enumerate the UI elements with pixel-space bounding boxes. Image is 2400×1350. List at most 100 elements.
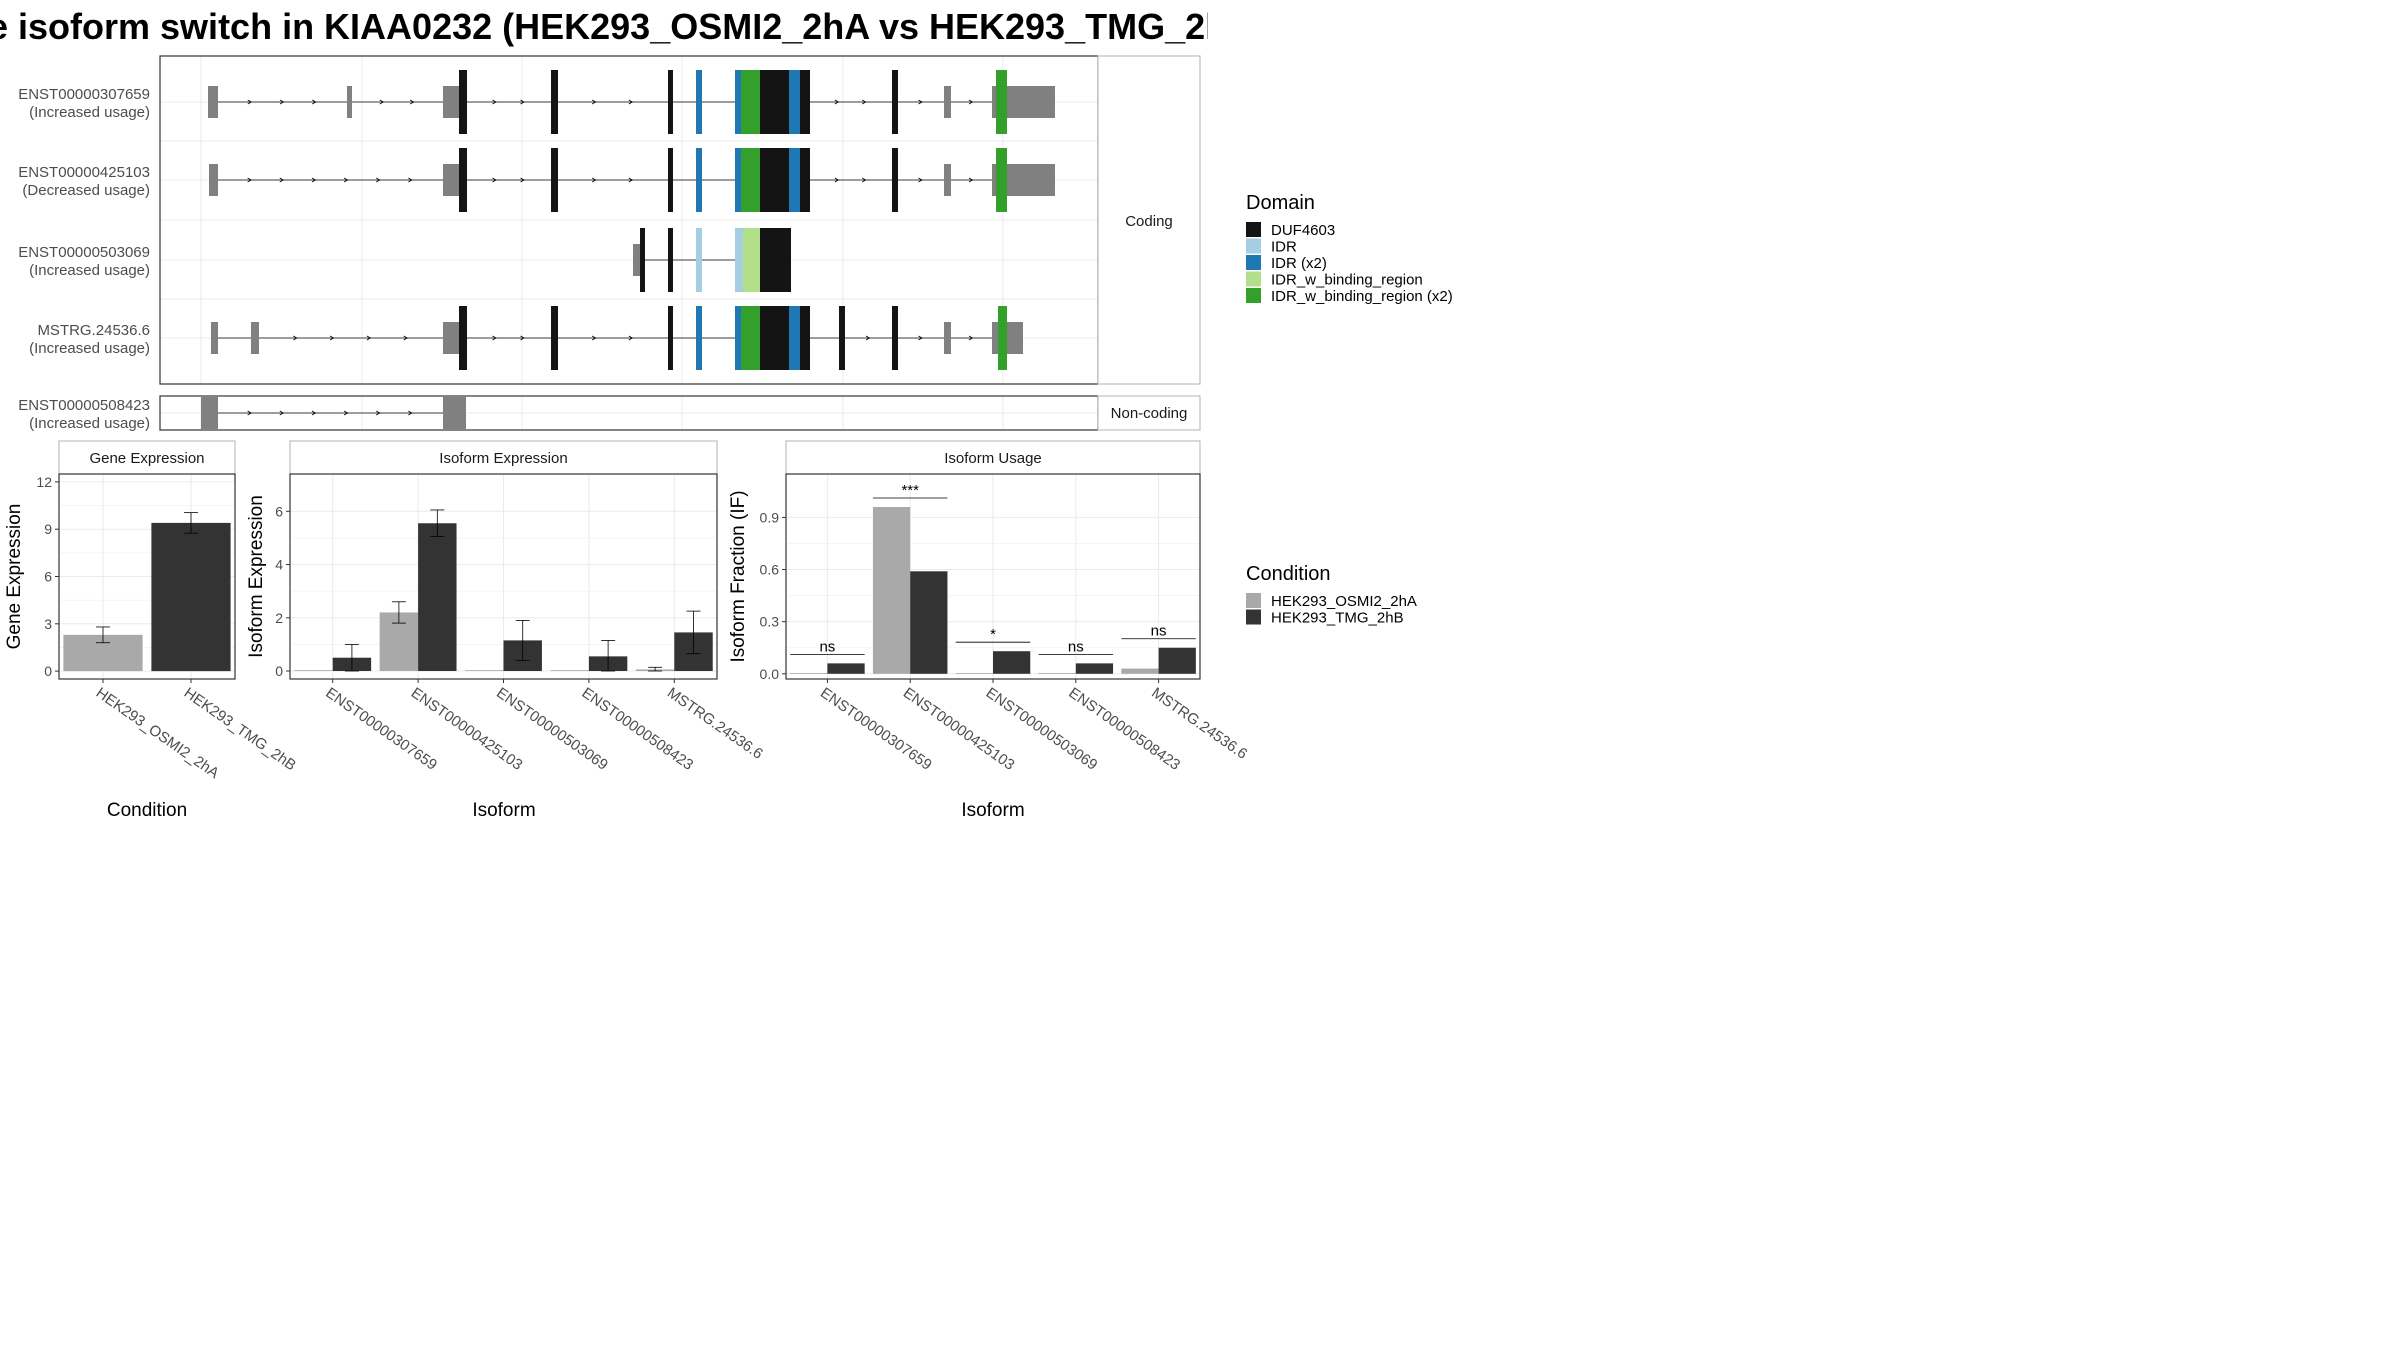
intron-arrow <box>279 410 285 416</box>
bar <box>1075 663 1114 674</box>
intron-arrow <box>834 99 840 105</box>
utr-exon <box>443 164 453 196</box>
intron-arrow <box>492 335 497 341</box>
intron-arrow <box>918 335 923 341</box>
domain-exon <box>743 228 760 292</box>
intron-arrow <box>968 177 974 183</box>
domain-exon <box>668 228 673 292</box>
intron-arrow <box>591 99 597 105</box>
significance-label: ns <box>819 638 835 655</box>
intron-arrow <box>918 177 923 183</box>
domain-exon <box>668 148 673 212</box>
domain-legend-label: IDR_w_binding_region (x2) <box>1271 288 1453 305</box>
y-tick-label: 0.9 <box>760 509 780 525</box>
utr-exon <box>944 322 951 354</box>
domain-exon <box>551 148 558 212</box>
intron-arrow <box>376 410 381 416</box>
domain-legend-key <box>1246 288 1261 303</box>
y-tick-label: 4 <box>275 557 283 573</box>
utr-exon <box>453 164 459 196</box>
intron-arrow <box>311 410 317 416</box>
intron-arrow <box>343 177 349 183</box>
intron-arrow <box>403 335 409 341</box>
y-tick-label: 0.3 <box>760 614 780 630</box>
y-tick-label: 0.0 <box>760 666 780 682</box>
domain-legend-key <box>1246 238 1261 254</box>
condition-legend-label: HEK293_TMG_2hB <box>1271 610 1404 627</box>
intron-arrow <box>968 335 974 341</box>
transcript-name: ENST00000425103 <box>18 164 150 181</box>
intron-arrow <box>247 410 252 416</box>
domain-legend-key <box>1246 255 1261 270</box>
bar <box>790 672 828 674</box>
transcript-usage: (Decreased usage) <box>22 182 150 199</box>
intron-arrow <box>247 177 252 183</box>
domain-exon <box>789 70 800 134</box>
domain-exon <box>735 228 743 292</box>
intron-arrow <box>279 177 285 183</box>
transcript-usage: (Increased usage) <box>29 104 150 121</box>
domain-exon <box>998 306 1007 370</box>
utr-exon <box>453 86 459 118</box>
utr-exon <box>992 164 996 196</box>
intron-arrow <box>376 177 381 183</box>
intron-arrow <box>520 99 525 105</box>
domain-legend-label: IDR_w_binding_region <box>1271 272 1423 289</box>
domain-exon <box>800 148 810 212</box>
domain-exon <box>551 70 558 134</box>
utr-exon <box>347 86 352 118</box>
utr-exon <box>944 86 951 118</box>
intron-arrow <box>492 99 497 105</box>
bar <box>151 522 231 672</box>
significance-label: * <box>990 626 996 643</box>
y-tick-label: 6 <box>275 503 283 519</box>
intron-arrow <box>279 99 285 105</box>
y-tick-label: 9 <box>44 521 52 537</box>
bar <box>827 663 865 674</box>
domain-legend-title: Domain <box>1246 192 1315 214</box>
panel-title-strip <box>289 440 718 475</box>
intron-arrow <box>312 99 317 105</box>
intron-arrow <box>329 335 335 341</box>
y-tick-label: 0 <box>44 663 52 679</box>
condition-legend-title: Condition <box>1246 563 1331 585</box>
bar <box>1038 672 1076 674</box>
intron-arrow <box>409 99 415 105</box>
domain-exon <box>741 306 760 370</box>
y-axis-title: Gene Expression <box>4 504 25 650</box>
utr-exon <box>251 322 259 354</box>
significance-label: ns <box>1068 638 1084 655</box>
x-axis-title: Isoform <box>472 800 535 821</box>
panel-title: Gene Expression <box>89 450 204 467</box>
domain-exon <box>459 70 467 134</box>
y-tick-label: 2 <box>275 610 283 626</box>
domain-exon <box>789 306 800 370</box>
facet-strip-noncoding <box>1097 395 1201 431</box>
facet-label-noncoding: Non-coding <box>1111 405 1188 422</box>
intron-arrow <box>293 335 298 341</box>
domain-exon <box>735 148 741 212</box>
domain-exon <box>741 148 760 212</box>
intron-arrow <box>861 99 867 105</box>
domain-exon <box>800 70 810 134</box>
domain-exon <box>892 306 898 370</box>
domain-exon <box>760 148 789 212</box>
plot-title: e isoform switch in KIAA0232 (HEK293_OSM… <box>0 6 1208 47</box>
transcript-name: MSTRG.24536.6 <box>37 322 150 339</box>
significance-label: *** <box>901 482 919 499</box>
transcript-structure-panel: ENST00000307659(Increased usage) ENST0000… <box>18 55 1201 432</box>
domain-exon <box>839 306 845 370</box>
domain-exon <box>789 148 800 212</box>
utr-exon <box>633 244 640 276</box>
utr-exon <box>211 322 218 354</box>
utr-exon <box>209 164 218 196</box>
domain-exon <box>735 306 741 370</box>
bar <box>1121 668 1159 674</box>
panel-title: Isoform Usage <box>944 450 1042 467</box>
utr-exon <box>1007 322 1023 354</box>
domain-exon <box>996 70 1007 134</box>
transcript-name: ENST00000307659 <box>18 86 150 103</box>
bar <box>955 672 993 674</box>
utr-exon <box>443 86 453 118</box>
intron-arrow <box>343 410 349 416</box>
